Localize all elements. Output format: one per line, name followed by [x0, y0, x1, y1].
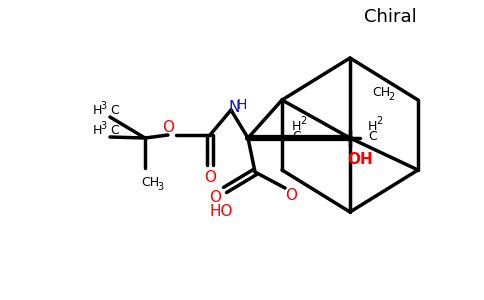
Text: H: H [368, 119, 378, 133]
Text: 2: 2 [300, 116, 306, 126]
Text: OH: OH [347, 152, 373, 167]
Text: CH: CH [141, 176, 159, 188]
Text: HO: HO [209, 205, 233, 220]
Text: H: H [92, 104, 102, 118]
Text: CH: CH [372, 85, 390, 98]
Text: H: H [292, 119, 302, 133]
Text: O: O [204, 169, 216, 184]
Text: C: C [110, 104, 119, 118]
Text: C: C [368, 130, 377, 142]
Text: 3: 3 [100, 101, 106, 111]
Text: Chiral: Chiral [363, 8, 416, 26]
Text: 2: 2 [388, 92, 394, 102]
Text: H: H [237, 98, 247, 112]
Text: C: C [110, 124, 119, 137]
Text: O: O [162, 119, 174, 134]
Text: 3: 3 [157, 182, 163, 192]
Text: O: O [285, 188, 297, 203]
Text: N: N [229, 100, 241, 116]
Text: C: C [292, 130, 301, 142]
Text: O: O [209, 190, 221, 206]
Text: 3: 3 [100, 121, 106, 131]
Text: H: H [92, 124, 102, 137]
Text: 2: 2 [376, 116, 382, 126]
